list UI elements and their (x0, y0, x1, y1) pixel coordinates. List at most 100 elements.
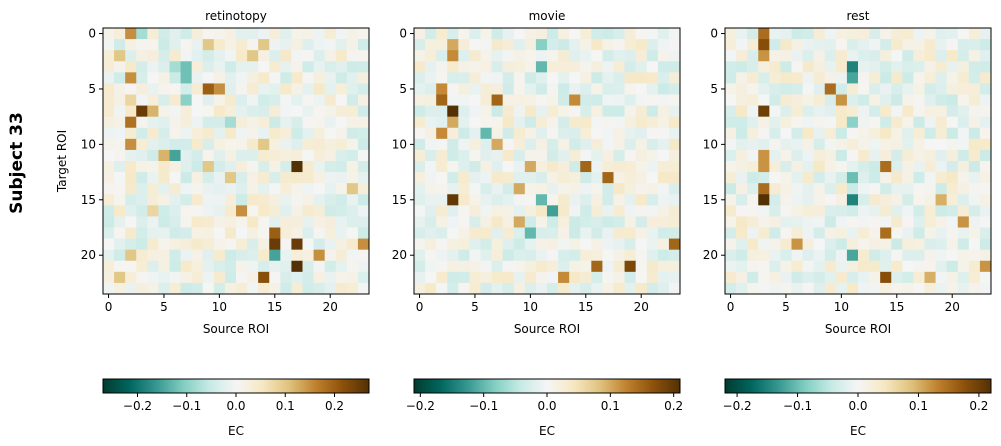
heatmap-cell (313, 161, 326, 173)
heatmap-cell (624, 194, 637, 206)
heatmap-cell (269, 61, 281, 73)
heatmap-cell (902, 282, 914, 295)
heatmap-cell (902, 28, 914, 40)
heatmap-cell (769, 227, 781, 239)
row-label: Subject 33 (7, 112, 27, 214)
heatmap-cell (324, 260, 337, 273)
heatmap-cell (136, 50, 148, 62)
heatmap-cell (258, 194, 270, 206)
heatmap-cell (491, 127, 504, 140)
heatmap-cell (136, 83, 148, 95)
heatmap-cell (747, 249, 759, 262)
heatmap-cell (547, 83, 559, 95)
heatmap-cell (458, 149, 470, 162)
heatmap-cell (513, 194, 526, 206)
heatmap-cell (813, 183, 826, 195)
heatmap-cell (114, 238, 126, 251)
heatmap-cell (357, 161, 370, 173)
heatmap-cell (547, 260, 559, 273)
heatmap-cell (213, 149, 226, 162)
heatmap-cell (136, 238, 148, 251)
heatmap-cell (191, 94, 204, 106)
heatmap-cell (736, 205, 748, 217)
heatmap-cell (103, 271, 115, 284)
heatmap-cell (880, 161, 892, 173)
heatmap-cell (580, 194, 592, 206)
heatmap-cell (835, 194, 848, 206)
heatmap-cell (335, 39, 348, 51)
heatmap-cell (591, 282, 603, 295)
heatmap-cell (458, 161, 470, 173)
heatmap-cell (513, 161, 526, 173)
heatmap-cell (880, 249, 892, 262)
heatmap-cell (324, 83, 337, 95)
heatmap-cell (302, 105, 314, 118)
heatmap-cell (147, 105, 159, 118)
heatmap-cell (346, 28, 359, 40)
heatmap-cell (979, 28, 992, 40)
heatmap-cell (425, 238, 437, 251)
heatmap-cell (558, 271, 570, 284)
heatmap-cell (491, 216, 504, 228)
heatmap-cell (269, 116, 281, 129)
heatmap-cell (180, 105, 193, 118)
heatmap-cell (624, 161, 637, 173)
heatmap-cell (968, 183, 981, 195)
heatmap-cell (968, 83, 981, 95)
heatmap-cell (491, 72, 504, 84)
heatmap-cell (913, 94, 925, 106)
heatmap-cell (957, 205, 970, 217)
heatmap-cell (635, 260, 648, 273)
heatmap-cell (147, 282, 159, 295)
heatmap-cell (968, 28, 981, 40)
heatmap-cell (758, 116, 770, 129)
heatmap-cell (780, 39, 792, 51)
heatmap-cell (414, 260, 426, 273)
heatmap-cell (136, 172, 148, 184)
heatmap-cell (335, 149, 348, 162)
heatmap-cell (858, 249, 870, 262)
heatmap-cell (313, 216, 326, 228)
heatmap-cell (103, 149, 115, 162)
heatmap-cell (469, 194, 481, 206)
heatmap-cell (147, 127, 159, 140)
heatmap-cell (447, 116, 459, 129)
heatmap-cell (880, 227, 892, 239)
heatmap-cell (979, 138, 992, 151)
heatmap-cell (346, 260, 359, 273)
heatmap-cell (813, 149, 826, 162)
heatmap-cell (103, 28, 115, 40)
heatmap-cell (913, 227, 925, 239)
heatmap-cell (258, 260, 270, 273)
heatmap-cell (591, 260, 603, 273)
heatmap-cell (103, 116, 115, 129)
heatmap-cell (125, 105, 137, 118)
heatmap-cell (535, 227, 548, 239)
heatmap-cell (147, 138, 159, 151)
heatmap-cell (846, 105, 859, 118)
heatmap-cell (491, 227, 504, 239)
heatmap-cell (280, 138, 292, 151)
heatmap-cell (824, 271, 837, 284)
heatmap-cell (480, 238, 492, 251)
heatmap-cell (846, 149, 859, 162)
heatmap-cell (158, 61, 170, 73)
heatmap-cell (236, 249, 248, 262)
heatmap-cell (813, 127, 826, 140)
heatmap-cell (580, 105, 592, 118)
heatmap-cell (791, 227, 803, 239)
heatmap-cell (513, 28, 526, 40)
heatmap-cell (780, 127, 792, 140)
heatmap-cell (513, 227, 526, 239)
heatmap-cell (935, 28, 948, 40)
heatmap-cell (891, 116, 903, 129)
heatmap-cell (535, 116, 548, 129)
heatmap-cell (436, 94, 448, 106)
heatmap-cell (824, 238, 837, 251)
heatmap-cell (302, 238, 314, 251)
heatmap-cell (335, 127, 348, 140)
heatmap-cell (646, 216, 659, 228)
heatmap-cell (125, 216, 137, 228)
heatmap-cell (425, 105, 437, 118)
heatmap-cell (924, 172, 936, 184)
